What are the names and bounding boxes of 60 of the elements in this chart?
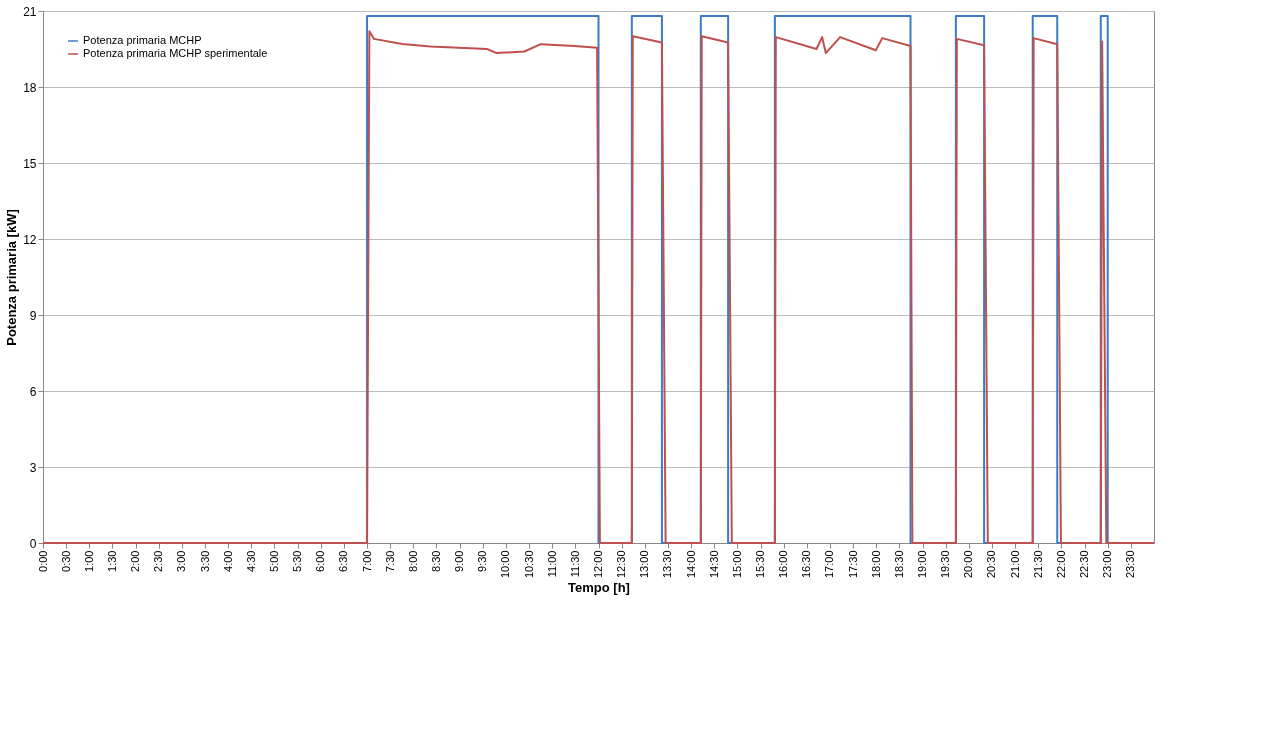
x-tick-label: 18:00 bbox=[869, 550, 882, 579]
x-tick-label: 2:30 bbox=[152, 550, 165, 572]
x-tick-label: 3:00 bbox=[175, 550, 188, 572]
x-tick-label: 4:00 bbox=[221, 550, 234, 572]
y-axis-title: Potenza primaria [kW] bbox=[4, 209, 20, 346]
x-tick-label: 8:30 bbox=[429, 550, 442, 572]
y-tick-label: 9 bbox=[29, 308, 37, 323]
x-tick-label: 22:00 bbox=[1054, 550, 1067, 579]
y-tick-label: 12 bbox=[23, 232, 37, 247]
x-tick-label: 15:30 bbox=[754, 550, 767, 579]
x-tick-label: 10:00 bbox=[499, 550, 512, 579]
x-tick-label: 9:30 bbox=[476, 550, 489, 572]
x-tick-label: 4:30 bbox=[244, 550, 257, 572]
x-axis-title: Tempo [h] bbox=[568, 580, 630, 596]
x-tick-label: 10:30 bbox=[522, 550, 535, 579]
x-tick-label: 6:30 bbox=[337, 550, 350, 572]
legend-label: Potenza primaria MCHP bbox=[83, 34, 202, 46]
x-tick-label: 8:00 bbox=[406, 550, 419, 572]
x-tick-label: 7:30 bbox=[383, 550, 396, 572]
x-tick-label: 16:00 bbox=[777, 550, 790, 579]
x-tick-label: 17:00 bbox=[823, 550, 836, 579]
x-tick-label: 6:00 bbox=[314, 550, 327, 572]
x-tick-label: 7:00 bbox=[360, 550, 373, 572]
x-tick-label: 19:00 bbox=[916, 550, 929, 579]
y-tick-label: 0 bbox=[29, 536, 37, 551]
x-tick-label: 14:00 bbox=[684, 550, 697, 579]
x-tick-label: 13:30 bbox=[661, 550, 674, 579]
x-tick-label: 2:00 bbox=[129, 550, 142, 572]
y-tick-label: 6 bbox=[29, 384, 37, 399]
x-tick-label: 20:30 bbox=[985, 550, 998, 579]
y-tick-label: 21 bbox=[23, 4, 37, 19]
x-tick-label: 21:00 bbox=[1008, 550, 1021, 579]
x-tick-label: 20:00 bbox=[962, 550, 975, 579]
x-tick-label: 9:00 bbox=[453, 550, 466, 572]
x-tick-label: 5:00 bbox=[267, 550, 280, 572]
x-tick-label: 0:30 bbox=[59, 550, 72, 572]
x-tick-label: 12:00 bbox=[592, 550, 604, 579]
x-tick-label: 17:30 bbox=[846, 550, 859, 579]
x-tick-label: 16:30 bbox=[800, 550, 813, 579]
x-tick-label: 14:30 bbox=[707, 550, 720, 579]
x-tick-label: 13:00 bbox=[638, 550, 651, 579]
x-tick-label: 22:30 bbox=[1078, 550, 1091, 579]
x-tick-label: 15:00 bbox=[730, 550, 743, 579]
x-tick-label: 11:30 bbox=[568, 550, 581, 578]
x-tick-label: 1:00 bbox=[82, 550, 95, 572]
x-tick-label: 11:00 bbox=[545, 550, 558, 578]
x-tick-label: 18:30 bbox=[892, 550, 905, 579]
y-tick-label: 15 bbox=[23, 156, 37, 171]
y-tick-label: 18 bbox=[23, 80, 37, 95]
x-tick-label: 21:30 bbox=[1031, 550, 1044, 579]
x-tick-label: 0:00 bbox=[36, 550, 49, 572]
x-tick-label: 1:30 bbox=[105, 550, 118, 572]
x-tick-label: 12:30 bbox=[615, 550, 628, 579]
x-tick-label: 23:00 bbox=[1101, 550, 1114, 579]
x-tick-label: 19:30 bbox=[939, 550, 952, 579]
x-tick-label: 23:30 bbox=[1124, 550, 1137, 579]
x-tick-label: 3:30 bbox=[198, 550, 211, 572]
x-tick-label: 5:30 bbox=[291, 550, 304, 572]
y-tick-label: 3 bbox=[29, 460, 37, 475]
legend-label: Potenza primaria MCHP sperimentale bbox=[83, 47, 268, 59]
